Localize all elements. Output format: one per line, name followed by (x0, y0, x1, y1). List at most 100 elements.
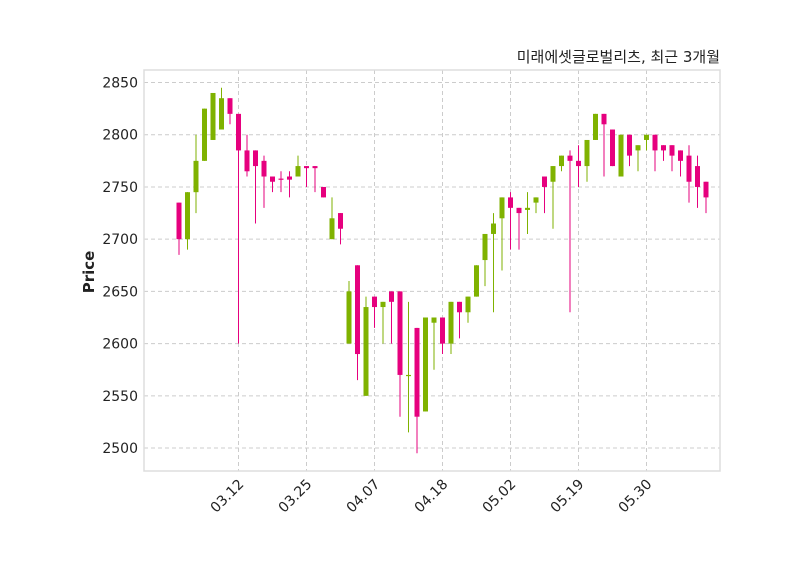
grid-layer (144, 70, 720, 471)
candle-body (236, 113, 241, 151)
candle (525, 192, 530, 234)
y-tick-labels: 2500 2550 2600 2650 2700 2750 2800 2850 (102, 76, 138, 457)
candle-body (406, 374, 411, 377)
candle (380, 301, 386, 344)
candle-body (312, 166, 318, 169)
candle (703, 181, 709, 214)
candle (244, 134, 250, 177)
candle (338, 213, 343, 245)
candle-body (270, 176, 275, 182)
candle-body (287, 176, 292, 180)
candle-body (193, 160, 199, 193)
y-axis-label: Price (80, 251, 98, 294)
x-tick-label: 05.02 (480, 477, 520, 517)
candle (695, 155, 700, 208)
candle-body (372, 296, 377, 308)
candle-layer (176, 87, 709, 454)
candle-body (474, 265, 479, 297)
candle (227, 98, 233, 125)
y-tick-label: 2550 (102, 389, 138, 405)
candle-body (550, 166, 556, 182)
candle (584, 139, 590, 182)
y-tick-label: 2650 (102, 284, 138, 300)
candle (406, 301, 411, 433)
candle (414, 327, 420, 454)
candle-body (635, 145, 641, 151)
y-tick-label: 2600 (102, 337, 138, 353)
candle (312, 166, 318, 193)
candle (550, 166, 556, 229)
candle-body (542, 176, 547, 187)
x-tick-label: 04.18 (412, 477, 452, 517)
candle (321, 186, 326, 198)
candle-body (397, 291, 403, 375)
candle-body (678, 150, 683, 161)
candle-body (567, 155, 573, 161)
candle (635, 145, 641, 172)
candle (287, 171, 292, 198)
candle-body (210, 92, 216, 140)
y-tick-label: 2750 (102, 180, 138, 196)
candle-body (278, 178, 284, 180)
candle-body (304, 166, 309, 169)
x-tick-label: 05.30 (616, 477, 656, 517)
candle (253, 150, 258, 224)
candle-body (601, 113, 607, 125)
candle (193, 134, 199, 214)
candle-body (499, 197, 505, 219)
candle (363, 296, 369, 396)
candle (185, 192, 190, 250)
candle-body (431, 317, 437, 323)
candle (686, 145, 692, 203)
candle-body (185, 192, 190, 240)
candle-body (457, 301, 462, 313)
candle (465, 296, 471, 323)
candle (210, 92, 216, 140)
candle (559, 155, 564, 172)
candle-body (508, 197, 513, 208)
candle (601, 113, 607, 177)
y-tick-label: 2500 (102, 441, 138, 457)
candle-body (584, 139, 590, 167)
candle-body (423, 317, 428, 412)
x-tick-label: 04.07 (344, 477, 384, 517)
candle-body (244, 150, 250, 172)
candle (516, 207, 522, 250)
chart-title: 미래에셋글로벌리츠, 최근 3개월 (517, 48, 720, 66)
candle-body (338, 213, 343, 229)
candle-body (380, 301, 386, 308)
candle (627, 134, 632, 167)
candle (431, 317, 437, 370)
candle (219, 87, 224, 130)
candle (448, 301, 454, 355)
candle (482, 233, 488, 287)
candle (278, 171, 284, 193)
candle-body (389, 291, 394, 302)
candle-body (202, 108, 207, 161)
candle-body (593, 113, 598, 140)
candle-body (363, 307, 369, 396)
candle-body (618, 134, 624, 177)
candle (389, 291, 394, 344)
candle (176, 202, 182, 255)
candle (346, 280, 352, 344)
candle-body (219, 98, 224, 130)
x-tick-label: 03.12 (208, 477, 248, 517)
candle (499, 197, 505, 271)
candle-body (227, 98, 233, 114)
candle (593, 113, 598, 140)
candle (576, 145, 581, 187)
y-tick-label: 2800 (102, 128, 138, 144)
candle-body (695, 166, 700, 187)
candle (202, 108, 207, 161)
candle-body (414, 327, 420, 417)
candle (618, 134, 624, 177)
candle (491, 213, 496, 313)
candle (270, 176, 275, 193)
candle-body (253, 150, 258, 167)
candle-body (491, 223, 496, 234)
y-tick-label: 2850 (102, 76, 138, 92)
candle-body (525, 207, 530, 210)
x-tick-label: 03.25 (276, 477, 316, 517)
